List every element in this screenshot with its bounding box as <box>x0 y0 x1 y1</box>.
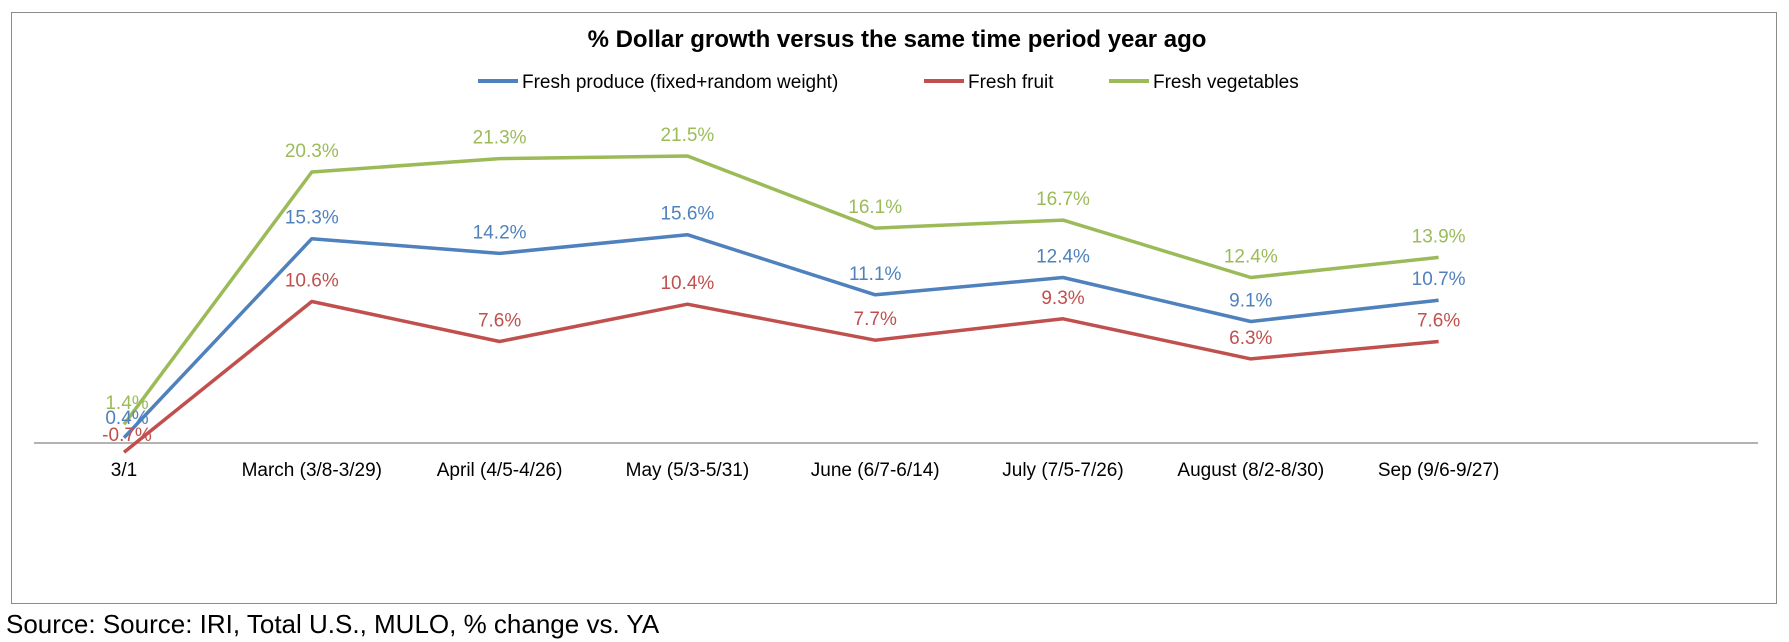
legend-label: Fresh produce (fixed+random weight) <box>522 72 838 93</box>
series-line-fresh-vegetables <box>122 154 1439 426</box>
data-label: 16.1% <box>848 197 902 218</box>
x-tick-label: August (8/2-8/30) <box>1177 460 1324 481</box>
data-label: 9.3% <box>1041 288 1084 309</box>
data-label: 9.1% <box>1229 291 1272 312</box>
x-tick-label: July (7/5-7/26) <box>1002 460 1123 481</box>
data-label: 7.6% <box>1417 311 1460 332</box>
data-label: 14.2% <box>473 222 527 243</box>
x-tick-label: Sep (9/6-9/27) <box>1378 460 1499 481</box>
data-label: 21.5% <box>660 125 714 146</box>
data-label: 12.4% <box>1036 246 1090 267</box>
data-label: 10.4% <box>660 273 714 294</box>
chart-frame: % Dollar growth versus the same time per… <box>11 12 1777 604</box>
chart-legend: Fresh produce (fixed+random weight) Fresh… <box>478 72 1299 93</box>
chart-title: % Dollar growth versus the same time per… <box>588 26 1207 53</box>
source-note: Source: Source: IRI, Total U.S., MULO, %… <box>6 609 660 639</box>
series-lines <box>122 154 1439 454</box>
data-label: 11.1% <box>849 264 902 285</box>
data-label: 0.4% <box>105 408 148 429</box>
legend-item-fresh-vegetables: Fresh vegetables <box>1109 72 1299 93</box>
data-label: 15.6% <box>660 204 714 225</box>
data-label: 13.9% <box>1412 226 1466 247</box>
legend-item-fresh-fruit: Fresh fruit <box>924 72 1054 93</box>
data-label: 16.7% <box>1036 189 1090 210</box>
x-tick-label: 3/1 <box>111 460 137 481</box>
x-tick-label: May (5/3-5/31) <box>626 460 750 481</box>
data-label: 20.3% <box>285 141 339 162</box>
series-line-fresh-produce-fixed-random-weight <box>122 232 1439 439</box>
data-label: -0.7% <box>102 425 152 446</box>
data-label: 1.4% <box>105 393 148 414</box>
legend-label: Fresh vegetables <box>1153 72 1299 93</box>
data-labels: 0.4% 15.3% 14.2% 15.6% 11.1% 12.4% 9.1% 10.7% -0… <box>102 125 1465 446</box>
legend-item-fresh-produce-fixed-random-weight: Fresh produce (fixed+random weight) <box>478 72 838 93</box>
data-label: 10.6% <box>285 270 339 291</box>
x-tick-label: June (6/7-6/14) <box>811 460 940 481</box>
data-label: 12.4% <box>1224 246 1278 267</box>
data-label: 10.7% <box>1412 269 1466 290</box>
data-label: 15.3% <box>285 208 339 229</box>
line-chart: % Dollar growth versus the same time per… <box>34 26 1758 481</box>
data-label: 6.3% <box>1229 328 1272 349</box>
x-tick-label: April (4/5-4/26) <box>437 460 563 481</box>
legend-label: Fresh fruit <box>968 72 1054 93</box>
x-tick-labels: 3/1 March (3/8-3/29) April (4/5-4/26) May (… <box>111 460 1500 481</box>
data-label: 21.3% <box>473 128 527 149</box>
x-tick-label: March (3/8-3/29) <box>242 460 382 481</box>
series-line-fresh-fruit <box>122 299 1439 454</box>
data-label: 7.7% <box>854 309 897 330</box>
data-label: 7.6% <box>478 311 521 332</box>
